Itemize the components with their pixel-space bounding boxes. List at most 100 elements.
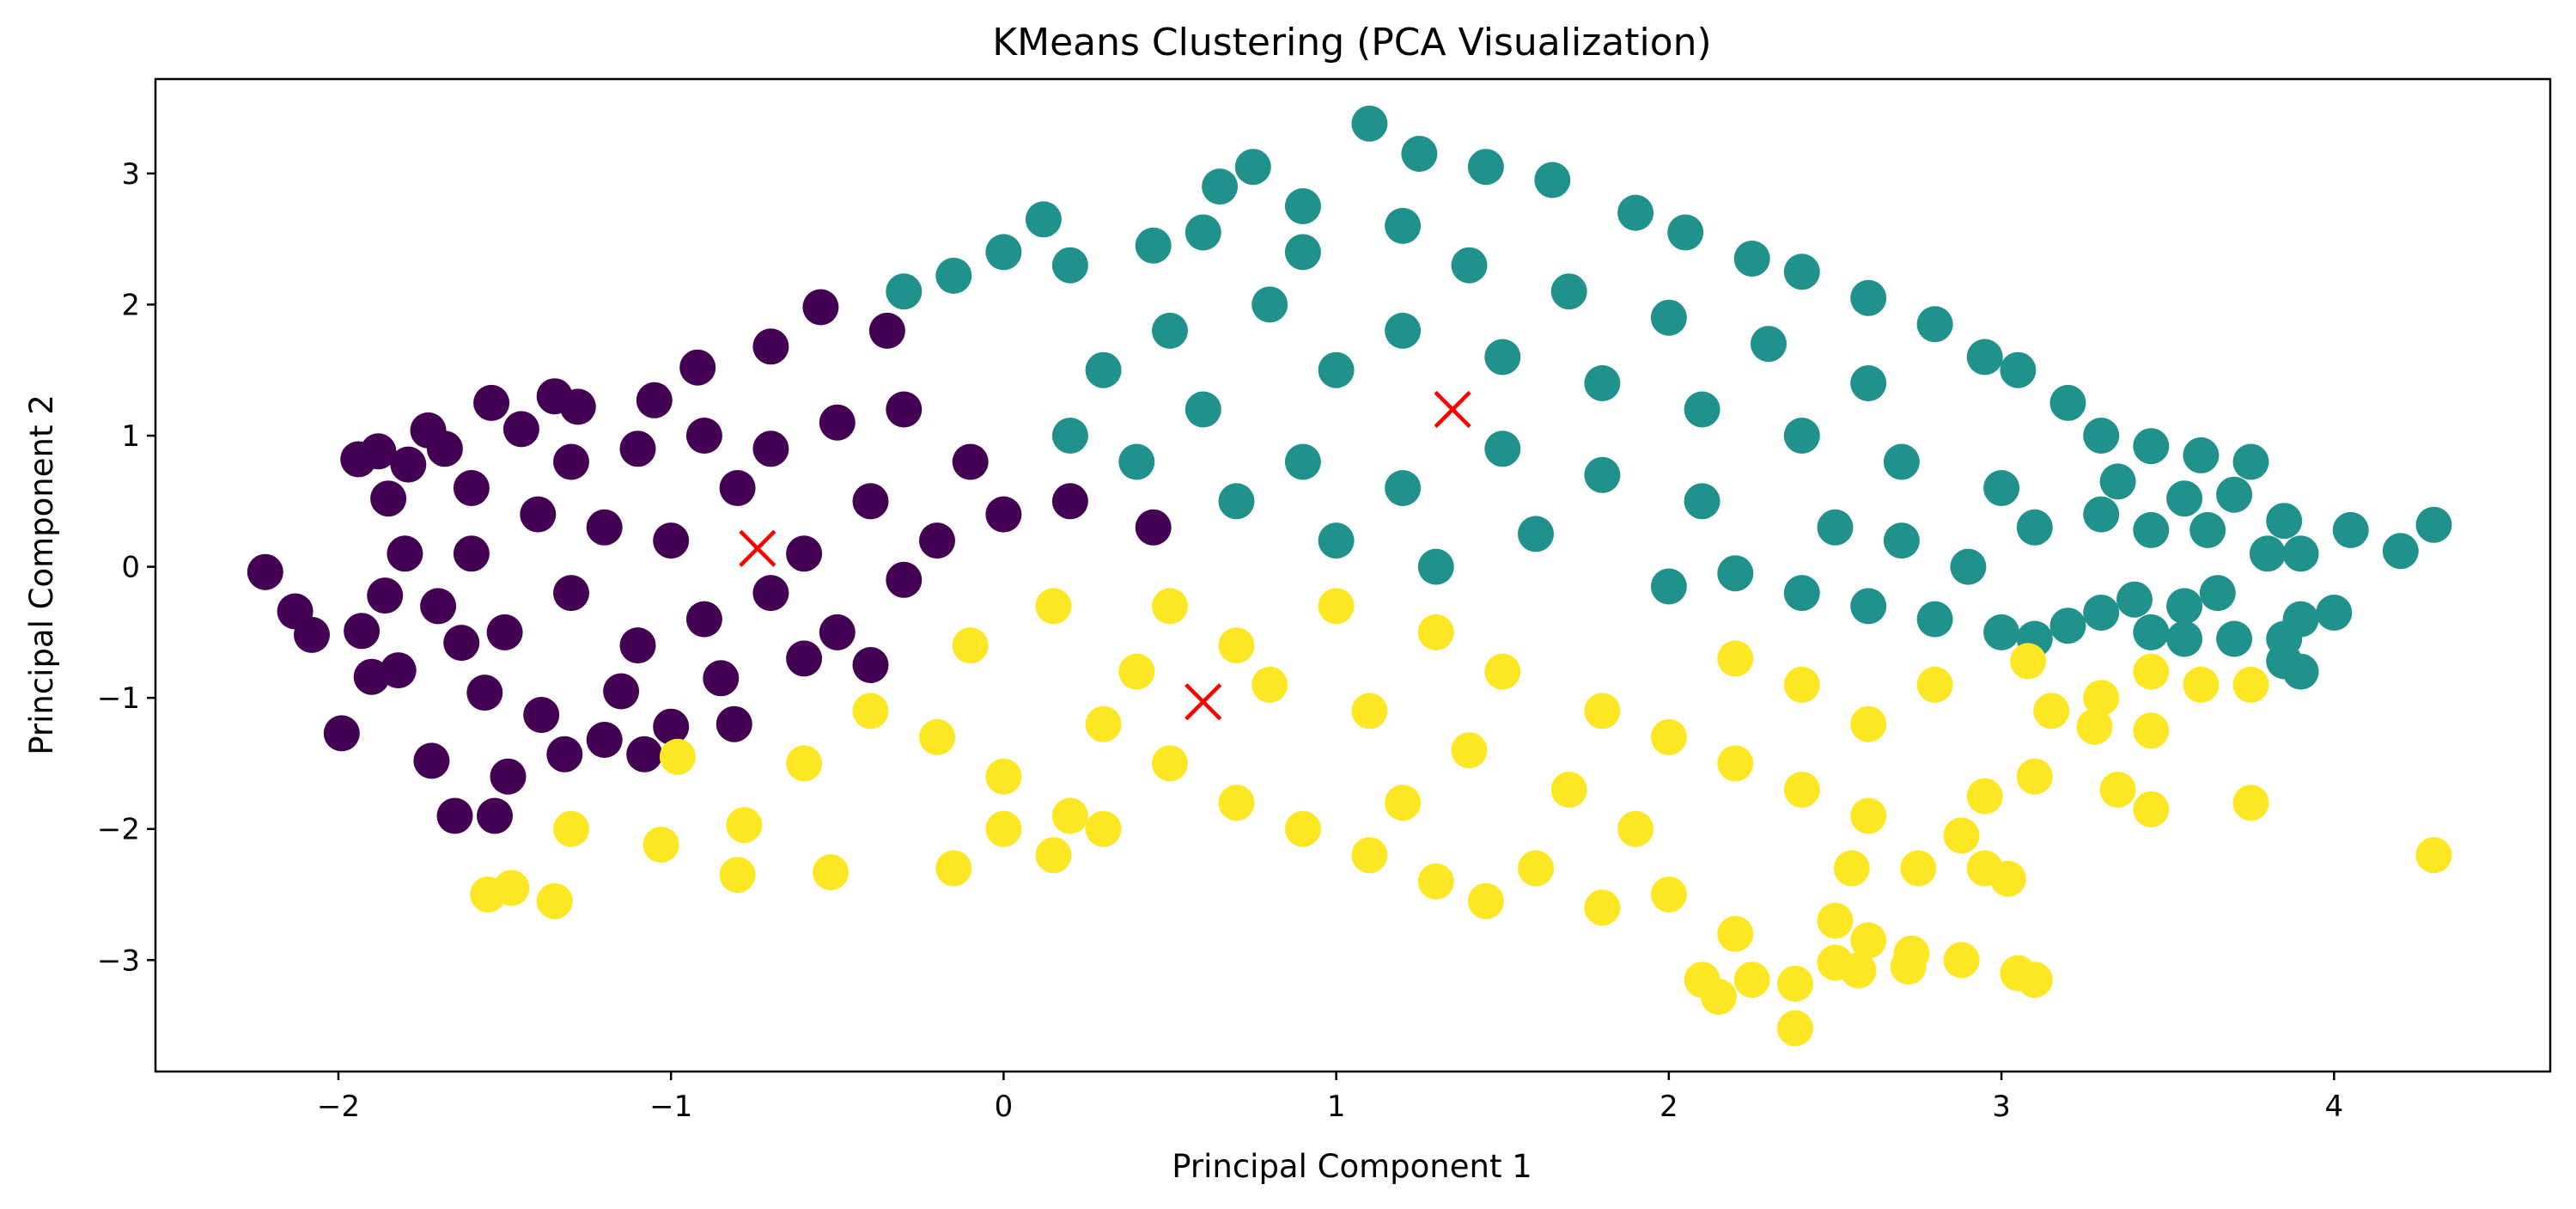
data-point [473, 384, 510, 421]
data-point [1318, 522, 1355, 559]
x-tick-label: −1 [649, 1090, 692, 1124]
data-point [1550, 772, 1587, 808]
data-point [2216, 620, 2253, 657]
data-point [2000, 351, 2037, 388]
data-point [1916, 666, 1953, 703]
data-point [1817, 509, 1854, 546]
data-point [2266, 503, 2303, 540]
data-point [1051, 418, 1088, 454]
data-point [420, 588, 457, 625]
chart-title: KMeans Clustering (PCA Visualization) [992, 21, 1711, 64]
data-point [1318, 588, 1355, 625]
data-point [619, 627, 656, 664]
data-point [1234, 149, 1271, 186]
x-tick-label: 3 [1992, 1090, 2011, 1124]
data-point [1118, 653, 1155, 690]
data-point [1085, 810, 1122, 847]
data-point [1484, 339, 1521, 376]
data-point [1135, 509, 1172, 546]
data-point [1251, 286, 1288, 323]
data-point [367, 577, 404, 614]
data-point [685, 601, 722, 638]
data-point [2166, 620, 2203, 657]
data-point [1417, 863, 1454, 900]
data-point [370, 480, 407, 517]
data-point [2166, 588, 2203, 625]
data-point [2133, 428, 2170, 465]
data-point [886, 391, 923, 428]
data-point [2189, 511, 2226, 548]
data-point [1850, 365, 1887, 401]
data-point [1916, 306, 1953, 343]
data-point [1617, 194, 1654, 231]
data-point [486, 614, 523, 650]
data-point [1318, 351, 1355, 388]
data-point [477, 797, 513, 834]
data-point [2316, 595, 2353, 631]
data-point [546, 736, 583, 772]
data-point [1684, 483, 1720, 520]
data-point [2282, 653, 2319, 690]
data-point [1534, 162, 1571, 198]
data-point [985, 496, 1022, 533]
data-point [726, 807, 763, 844]
data-point [502, 411, 539, 448]
data-point [719, 470, 756, 506]
data-point [752, 430, 789, 467]
data-point [1351, 693, 1388, 730]
data-point [466, 675, 503, 711]
data-point [523, 697, 560, 733]
data-point [685, 418, 722, 454]
data-point [1218, 785, 1255, 821]
centroid-layer [739, 390, 1471, 721]
data-point [1850, 797, 1887, 834]
data-point [2166, 480, 2203, 517]
data-point [1966, 778, 2003, 815]
data-point [1051, 483, 1088, 520]
data-point [1284, 234, 1321, 271]
data-point [2016, 758, 2053, 795]
data-point [802, 289, 839, 326]
data-point [852, 483, 889, 520]
data-point [1850, 588, 1887, 625]
data-point [819, 404, 856, 441]
data-point [1085, 351, 1122, 388]
data-point [653, 708, 690, 745]
centroid-marker [1434, 390, 1471, 429]
data-point [1251, 666, 1288, 703]
data-point [2010, 643, 2047, 680]
data-point [453, 535, 490, 572]
data-point [852, 693, 889, 730]
data-point [1184, 214, 1221, 251]
data-point [390, 446, 427, 483]
data-point [679, 349, 716, 386]
y-tick-label: 1 [121, 419, 140, 454]
data-point [2133, 712, 2170, 749]
data-point [1783, 253, 1820, 290]
x-tick-label: −2 [317, 1090, 360, 1124]
data-point [453, 470, 490, 506]
data-point [1184, 391, 1221, 428]
x-axis: −2 −1 0 1 2 3 4 [317, 1072, 2343, 1124]
data-point [1717, 915, 1754, 952]
data-point [1667, 214, 1704, 251]
data-point [1484, 430, 1521, 467]
data-point [1284, 810, 1321, 847]
data-point [1783, 418, 1820, 454]
data-point [752, 328, 789, 365]
data-point [2232, 443, 2269, 480]
data-point [536, 882, 573, 919]
data-point [1385, 312, 1422, 349]
data-point [2282, 535, 2319, 572]
data-point [2332, 511, 2369, 548]
data-point [2083, 496, 2120, 533]
data-point [520, 496, 557, 533]
data-point [752, 575, 789, 612]
data-point [294, 616, 330, 653]
data-point [1035, 837, 1072, 874]
data-point [2083, 418, 2120, 454]
data-point [1218, 483, 1255, 520]
data-point [626, 736, 663, 772]
y-tick-label: 0 [121, 551, 140, 585]
